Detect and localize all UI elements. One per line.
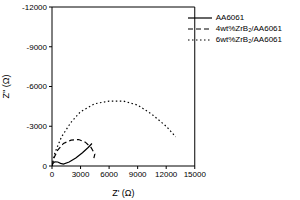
svg-text:15000: 15000 bbox=[184, 170, 207, 179]
svg-text:12000: 12000 bbox=[155, 170, 178, 179]
svg-text:-6000: -6000 bbox=[27, 82, 48, 91]
svg-text:9000: 9000 bbox=[129, 170, 147, 179]
svg-text:-12000: -12000 bbox=[22, 3, 47, 12]
svg-text:Z'' (Ω): Z'' (Ω) bbox=[8, 74, 11, 98]
svg-text:3000: 3000 bbox=[72, 170, 90, 179]
svg-text:0: 0 bbox=[43, 162, 48, 171]
svg-text:Z' (Ω): Z' (Ω) bbox=[112, 188, 134, 198]
svg-text:-3000: -3000 bbox=[27, 122, 48, 131]
svg-text:0: 0 bbox=[50, 170, 55, 179]
html-text:AA6061: AA6061 bbox=[215, 13, 245, 22]
html-text:6wt%ZrB₂/AA6061: 6wt%ZrB₂/AA6061 bbox=[215, 35, 282, 44]
svg-text:-9000: -9000 bbox=[27, 43, 48, 52]
svg-text:6000: 6000 bbox=[100, 170, 118, 179]
html-text:4wt%ZrB₂/AA6061: 4wt%ZrB₂/AA6061 bbox=[215, 24, 282, 33]
